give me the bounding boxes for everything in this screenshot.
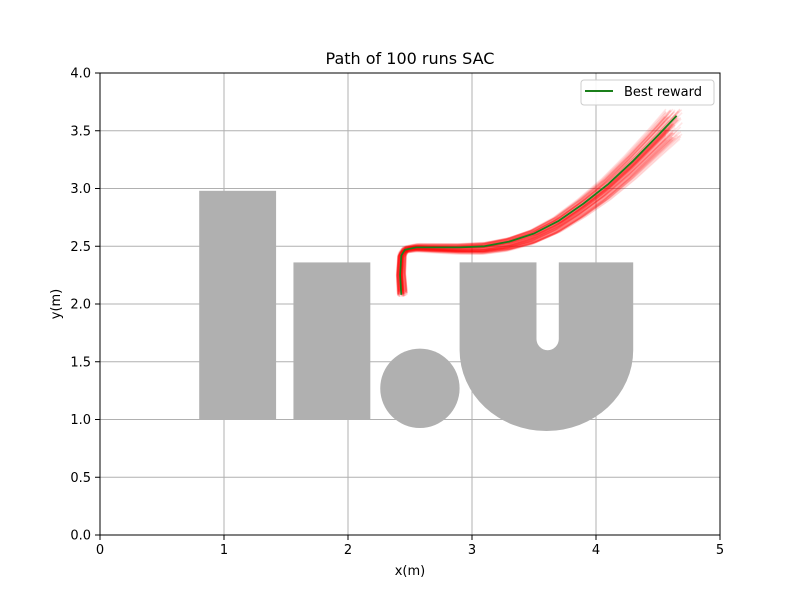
run-path-30 xyxy=(400,124,670,297)
best-reward-line xyxy=(399,115,678,295)
run-path-38 xyxy=(397,120,666,296)
run-path-16 xyxy=(399,125,674,292)
run-path-33 xyxy=(401,136,673,297)
run-path-5 xyxy=(397,109,683,297)
y-tick-label-3: 1.5 xyxy=(70,355,91,370)
run-path-31 xyxy=(396,130,670,295)
run-path-64 xyxy=(403,132,667,295)
best-path-group xyxy=(399,115,678,295)
run-path-91 xyxy=(400,128,667,291)
run-path-4 xyxy=(402,124,676,297)
run-path-71 xyxy=(403,122,675,292)
run-path-3 xyxy=(401,132,675,297)
x-tick-label-3: 3 xyxy=(468,543,476,558)
run-path-72 xyxy=(401,135,667,295)
x-tick-label-5: 5 xyxy=(716,543,724,558)
run-path-25 xyxy=(397,131,682,292)
run-path-36 xyxy=(402,128,670,293)
legend-label-best-reward: Best reward xyxy=(624,85,702,100)
run-path-79 xyxy=(398,132,676,294)
run-path-48 xyxy=(396,108,674,295)
run-path-85 xyxy=(403,110,676,292)
y-tick-label-6: 3.0 xyxy=(70,182,91,197)
y-tick-label-7: 3.5 xyxy=(70,124,91,139)
x-tick-label-0: 0 xyxy=(96,543,104,558)
y-tick-label-4: 2.0 xyxy=(70,298,91,313)
run-path-43 xyxy=(400,110,680,293)
run-path-60 xyxy=(397,138,681,293)
obstacle-block-1 xyxy=(293,262,371,420)
run-path-59 xyxy=(399,138,673,296)
y-axis-ticks: 0.0 0.5 1.0 1.5 2.0 2.5 3.0 3.5 4.0 xyxy=(70,67,100,544)
run-path-75 xyxy=(403,131,670,295)
run-path-87 xyxy=(401,109,671,295)
run-path-41 xyxy=(402,118,682,294)
run-path-76 xyxy=(396,108,672,295)
obstacle-circle xyxy=(380,348,460,428)
run-path-44 xyxy=(400,113,677,291)
x-tick-label-1: 1 xyxy=(220,543,228,558)
run-path-86 xyxy=(396,137,677,295)
run-paths xyxy=(395,108,683,298)
run-path-12 xyxy=(401,119,679,295)
x-tick-label-4: 4 xyxy=(592,543,600,558)
run-path-11 xyxy=(398,132,674,291)
run-path-73 xyxy=(399,110,679,291)
run-path-26 xyxy=(396,117,678,297)
run-path-80 xyxy=(401,136,674,293)
plot-area xyxy=(99,72,721,536)
run-path-69 xyxy=(404,128,671,293)
run-path-55 xyxy=(403,134,667,294)
obstacle-block-0 xyxy=(199,190,277,420)
run-path-49 xyxy=(401,134,678,297)
run-path-15 xyxy=(404,123,673,295)
run-path-51 xyxy=(404,127,666,294)
run-path-82 xyxy=(401,129,667,297)
y-tick-label-0: 0.0 xyxy=(70,529,91,544)
run-path-45 xyxy=(400,122,683,297)
run-path-32 xyxy=(403,139,668,297)
run-path-88 xyxy=(401,117,678,297)
run-path-90 xyxy=(396,122,674,296)
run-path-89 xyxy=(395,129,668,296)
run-path-61 xyxy=(400,132,672,296)
grid xyxy=(99,72,721,536)
run-path-52 xyxy=(397,116,670,293)
run-path-50 xyxy=(397,138,671,294)
x-axis-label: x(m) xyxy=(395,564,426,579)
legend: Best reward xyxy=(580,79,715,106)
x-axis-ticks: 0 1 2 3 4 5 xyxy=(96,535,724,558)
chart-title: Path of 100 runs SAC xyxy=(326,49,495,68)
y-tick-label-1: 0.5 xyxy=(70,471,91,486)
legend-box xyxy=(580,79,715,106)
run-path-20 xyxy=(400,128,671,297)
run-path-77 xyxy=(403,137,675,293)
run-path-56 xyxy=(400,123,673,296)
run-path-54 xyxy=(403,126,672,296)
y-tick-label-8: 4.0 xyxy=(70,67,91,82)
run-path-8 xyxy=(397,132,674,291)
run-path-35 xyxy=(399,110,672,292)
run-path-78 xyxy=(400,129,674,297)
run-path-18 xyxy=(398,109,681,292)
run-path-37 xyxy=(396,137,667,292)
run-path-84 xyxy=(397,108,681,298)
y-axis-label: y(m) xyxy=(49,289,64,320)
obstacle-u xyxy=(459,262,634,432)
y-tick-label-2: 1.0 xyxy=(70,413,91,428)
run-path-81 xyxy=(395,139,674,294)
run-path-65 xyxy=(397,109,676,293)
run-path-97 xyxy=(401,112,674,295)
x-tick-label-2: 2 xyxy=(344,543,352,558)
run-path-53 xyxy=(398,127,676,291)
run-path-98 xyxy=(396,132,673,294)
run-path-6 xyxy=(397,133,683,295)
y-tick-label-5: 2.5 xyxy=(70,240,91,255)
obstacles xyxy=(199,190,634,432)
run-path-92 xyxy=(396,129,668,297)
run-path-96 xyxy=(400,131,680,296)
